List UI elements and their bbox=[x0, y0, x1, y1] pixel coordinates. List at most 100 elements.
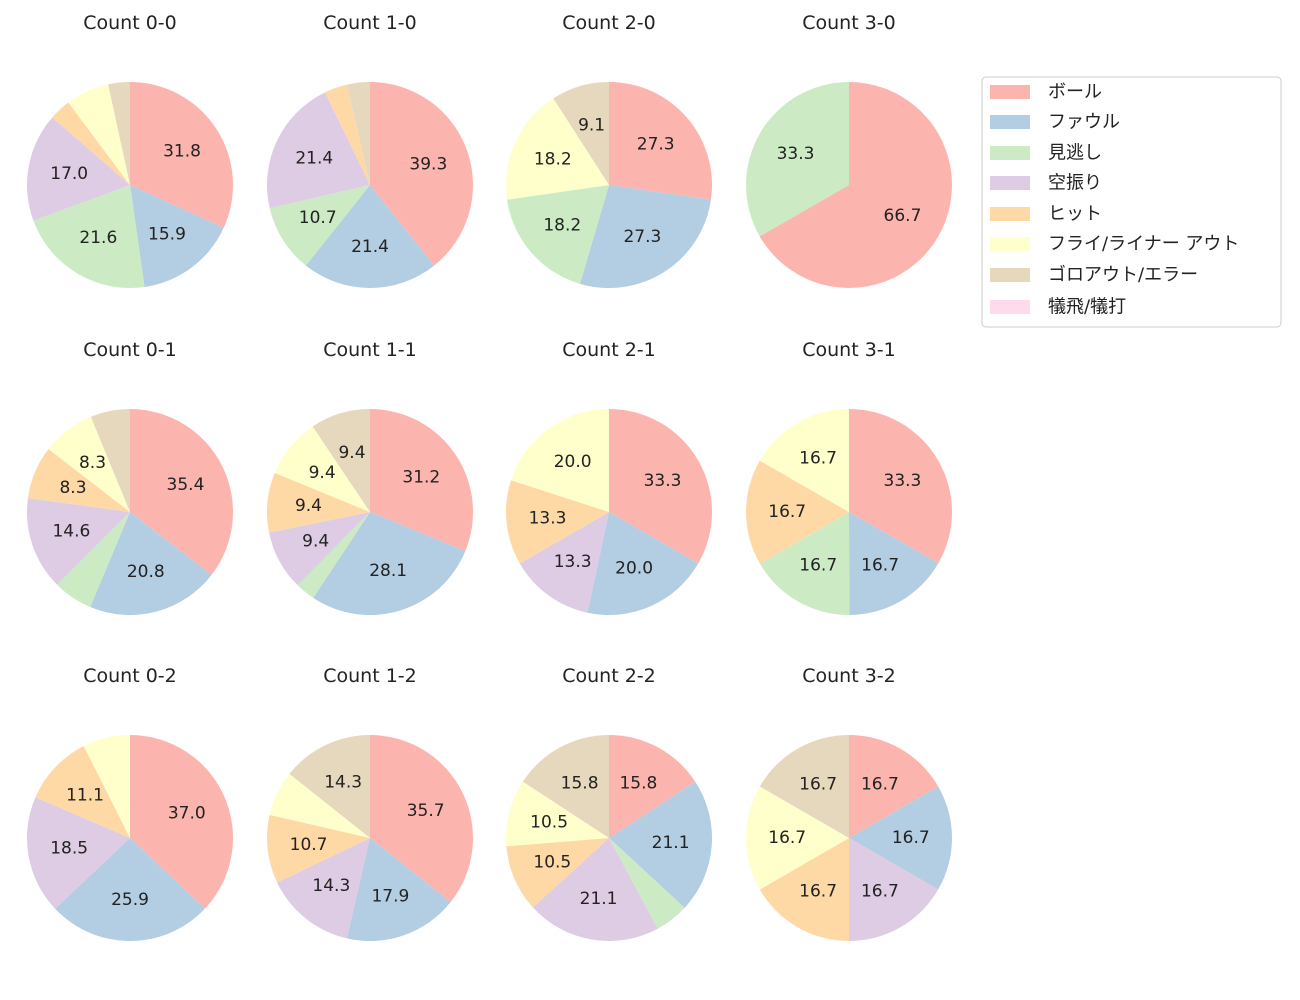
slice-label: 27.3 bbox=[623, 227, 661, 247]
pie-slice bbox=[609, 409, 712, 564]
slice-label: 10.7 bbox=[290, 835, 328, 855]
pie-slice bbox=[609, 735, 696, 838]
pie-slice bbox=[746, 82, 849, 237]
pie-slice bbox=[370, 409, 473, 552]
slice-label: 21.6 bbox=[79, 228, 117, 248]
pie-slice bbox=[289, 735, 370, 838]
pie-slice bbox=[269, 512, 370, 586]
pie-slice bbox=[519, 512, 609, 613]
pie-title: Count 0-1 bbox=[83, 339, 177, 361]
slice-label: 9.4 bbox=[302, 531, 329, 551]
legend-label: ファウル bbox=[1048, 112, 1120, 133]
pie-title: Count 2-1 bbox=[562, 339, 656, 361]
legend-label: ボール bbox=[1048, 82, 1102, 103]
pie-slice bbox=[305, 185, 435, 288]
pie-slice bbox=[55, 838, 205, 941]
pie-slice bbox=[609, 781, 712, 908]
slice-label: 14.3 bbox=[312, 876, 350, 896]
slice-label: 33.3 bbox=[884, 471, 922, 491]
pie-slice bbox=[505, 781, 609, 847]
slice-label: 9.4 bbox=[309, 463, 336, 483]
legend-swatch bbox=[990, 85, 1030, 99]
pie-slice bbox=[553, 82, 609, 185]
pie-slice bbox=[746, 460, 849, 564]
pie-slice bbox=[506, 98, 609, 200]
pie-slice bbox=[346, 838, 451, 942]
pie-slice bbox=[849, 786, 952, 890]
pie-slice bbox=[33, 185, 145, 288]
pie-count-3-1: Count 3-1 33.3 16.7 16.7 16.7 16.7 bbox=[746, 339, 952, 615]
slice-label: 33.3 bbox=[777, 144, 815, 164]
pie-title: Count 1-1 bbox=[323, 339, 417, 361]
pie-slice bbox=[849, 409, 952, 564]
slice-label: 16.7 bbox=[861, 774, 899, 794]
pie-slice bbox=[90, 409, 130, 512]
pie-title: Count 2-0 bbox=[562, 12, 656, 34]
pie-slice bbox=[324, 84, 370, 185]
pie-slice bbox=[511, 409, 609, 512]
pie-slice bbox=[849, 735, 939, 838]
pie-slice bbox=[313, 512, 466, 615]
slice-label: 14.3 bbox=[324, 772, 362, 792]
slice-label: 10.5 bbox=[530, 813, 568, 833]
legend-label: 見逃し bbox=[1048, 143, 1102, 164]
slice-label: 35.7 bbox=[407, 801, 445, 821]
legend-swatch bbox=[990, 207, 1030, 221]
pie-slice bbox=[266, 92, 370, 209]
pie-count-3-2: Count 3-2 16.7 16.7 16.7 16.7 16.7 16.7 bbox=[746, 665, 952, 941]
pie-slice bbox=[266, 472, 370, 533]
slice-label: 18.2 bbox=[543, 215, 581, 235]
pie-slice bbox=[274, 426, 370, 512]
slice-label: 15.8 bbox=[619, 774, 657, 794]
slice-label: 8.3 bbox=[79, 453, 106, 473]
legend-swatch bbox=[990, 176, 1030, 190]
pie-slice bbox=[522, 735, 609, 838]
pie-slice bbox=[849, 512, 939, 615]
pie-count-2-2: Count 2-2 15.8 21.1 21.1 10.5 10.5 15.8 bbox=[505, 665, 712, 942]
pie-slice bbox=[52, 102, 130, 185]
slice-label: 15.9 bbox=[148, 225, 186, 245]
pie-slice bbox=[346, 82, 370, 185]
slice-label: 14.6 bbox=[52, 522, 90, 542]
slice-label: 27.3 bbox=[637, 135, 675, 155]
slice-label: 16.7 bbox=[768, 828, 806, 848]
slice-label: 13.3 bbox=[554, 552, 592, 572]
slice-label: 9.4 bbox=[295, 496, 322, 516]
pie-slice bbox=[370, 735, 473, 903]
slice-label: 31.2 bbox=[402, 468, 440, 488]
slice-label: 21.4 bbox=[351, 237, 389, 257]
slice-label: 18.2 bbox=[534, 149, 572, 169]
pie-title: Count 3-0 bbox=[802, 12, 896, 34]
slice-label: 15.8 bbox=[561, 774, 599, 794]
pie-slice bbox=[27, 797, 131, 909]
pie-slice bbox=[579, 185, 711, 289]
slice-label: 20.8 bbox=[127, 562, 165, 582]
legend-frame bbox=[981, 76, 1282, 328]
pie-slice bbox=[759, 735, 849, 838]
pie-slice bbox=[130, 82, 233, 228]
legend-label: フライ/ライナー アウト bbox=[1048, 234, 1239, 255]
pie-count-1-1: Count 1-131.228.19.49.49.49.4 bbox=[266, 339, 473, 615]
slice-label: 13.3 bbox=[529, 508, 567, 528]
slice-label: 10.7 bbox=[299, 208, 337, 228]
pie-slice bbox=[746, 786, 849, 890]
slice-label: 16.7 bbox=[892, 828, 930, 848]
pie-title: Count 0-0 bbox=[83, 12, 177, 34]
slice-label: 16.7 bbox=[799, 556, 837, 576]
legend-swatch bbox=[990, 115, 1030, 129]
legend-label: 犠飛/犠打 bbox=[1048, 297, 1126, 318]
pie-count-2-0: Count 2-0 27.3 27.3 18.2 18.2 9.1 bbox=[506, 12, 712, 289]
slice-label: 21.4 bbox=[295, 148, 333, 168]
slice-label: 10.5 bbox=[533, 853, 571, 873]
slice-label: 16.7 bbox=[861, 882, 899, 902]
slice-label: 16.7 bbox=[861, 555, 899, 575]
slice-label: 16.7 bbox=[799, 448, 837, 468]
pie-count-0-0: Count 0-0 31.8 15.9 21.6 17.0 bbox=[27, 12, 233, 288]
slice-label: 66.7 bbox=[884, 206, 922, 226]
pie-slice bbox=[849, 838, 939, 941]
pie-slice bbox=[507, 185, 609, 284]
pie-slice bbox=[83, 735, 130, 838]
slice-label: 17.0 bbox=[50, 164, 88, 184]
